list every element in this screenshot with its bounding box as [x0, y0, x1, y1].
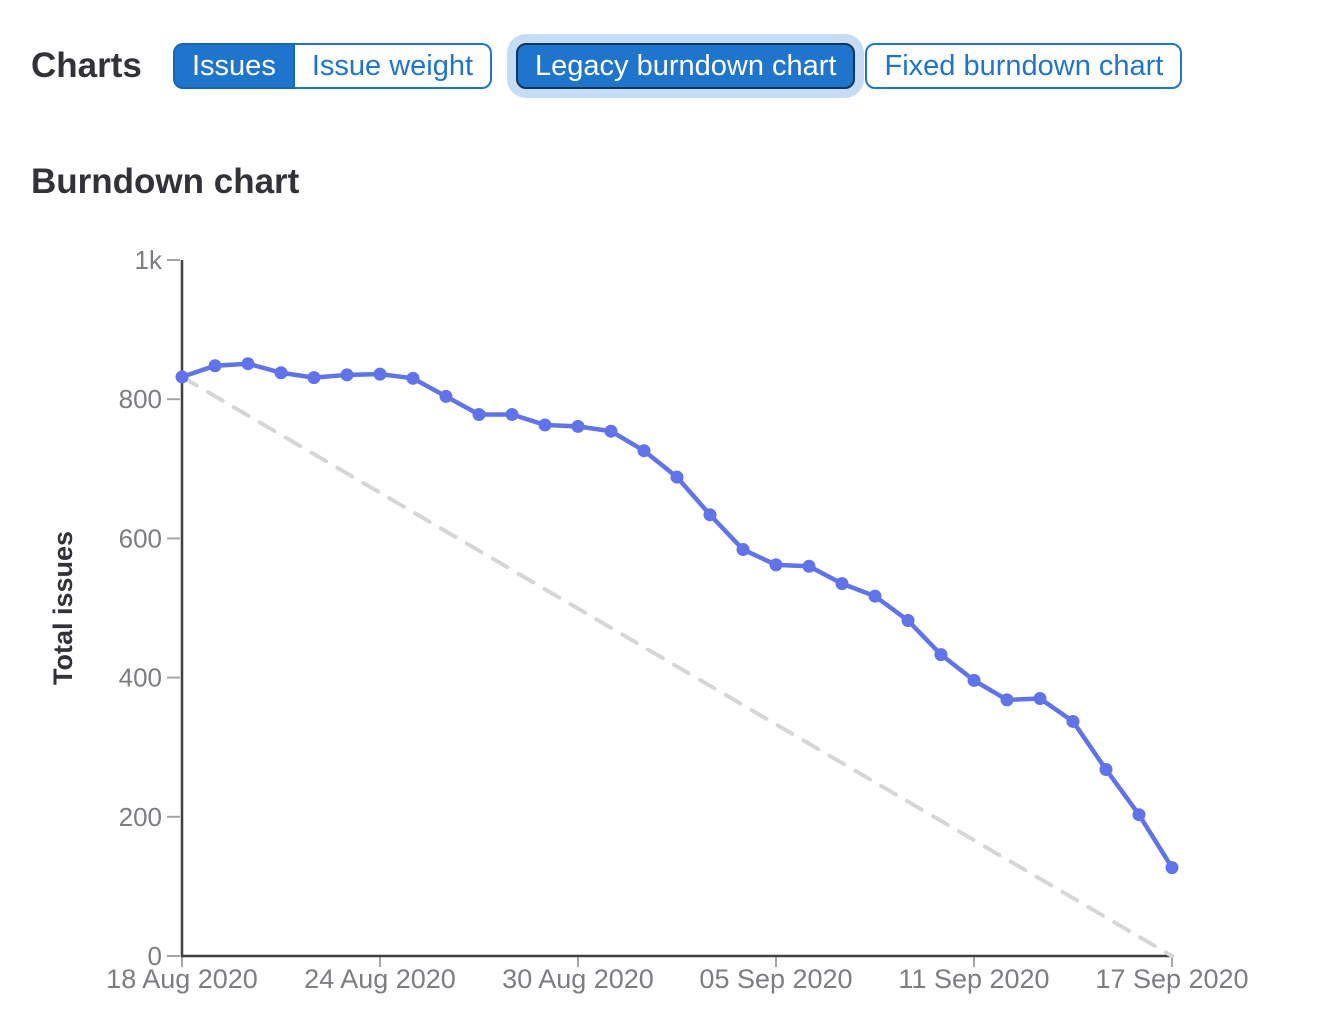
data-point[interactable] — [1165, 861, 1179, 875]
data-point[interactable] — [868, 589, 882, 603]
data-point[interactable] — [901, 614, 915, 628]
issue-weight-button[interactable]: Issue weight — [294, 43, 493, 89]
data-point[interactable] — [373, 367, 387, 381]
data-point[interactable] — [406, 371, 420, 385]
data-point[interactable] — [571, 419, 585, 433]
data-point[interactable] — [1099, 762, 1113, 776]
data-point[interactable] — [307, 371, 321, 385]
y-tick-label: 600 — [119, 523, 162, 553]
data-point[interactable] — [472, 408, 486, 422]
data-point[interactable] — [703, 508, 717, 522]
x-tick-label: 18 Aug 2020 — [106, 964, 258, 994]
y-tick-label: 400 — [119, 663, 162, 693]
data-point[interactable] — [1000, 693, 1014, 707]
data-point[interactable] — [175, 370, 189, 384]
ideal-guideline — [180, 374, 1174, 958]
chart-type-toggle-group: Legacy burndown chart Fixed burndown char… — [516, 43, 1183, 89]
data-point[interactable] — [274, 366, 288, 380]
data-point[interactable] — [208, 359, 222, 373]
burndown-chart-svg[interactable]: Total issues 1k 800 600 400 200 018 Aug 2020 24… — [0, 230, 1326, 1028]
burndown-line — [179, 361, 1175, 870]
x-tick-label: 17 Sep 2020 — [1095, 964, 1248, 994]
data-point[interactable] — [1066, 714, 1080, 728]
charts-heading: Charts — [31, 46, 142, 85]
burndown-chart[interactable]: Total issues 1k 800 600 400 200 0 18 Aug 2020 24… — [0, 230, 1326, 1028]
data-point[interactable] — [934, 648, 948, 662]
data-point[interactable] — [538, 418, 552, 432]
y-tick-label: 800 — [119, 384, 162, 414]
x-tick-label: 24 Aug 2020 — [304, 964, 456, 994]
data-point[interactable] — [505, 408, 519, 422]
y-axis-title: Total issues — [48, 531, 78, 685]
data-point[interactable] — [670, 470, 684, 484]
section-title: Burndown chart — [31, 162, 300, 201]
data-point[interactable] — [241, 357, 255, 371]
metric-toggle-group: Issues Issue weight — [173, 43, 493, 89]
fixed-burndown-chart-button[interactable]: Fixed burndown chart — [865, 43, 1183, 89]
issues-button[interactable]: Issues — [173, 43, 295, 89]
x-tick-label: 11 Sep 2020 — [898, 964, 1049, 994]
y-tick-label: 0 — [148, 941, 162, 971]
legacy-burndown-chart-button[interactable]: Legacy burndown chart — [516, 43, 856, 89]
data-point[interactable] — [637, 444, 651, 458]
data-point[interactable] — [802, 559, 816, 573]
y-tick-label: 200 — [119, 802, 162, 832]
x-tick-label: 30 Aug 2020 — [502, 964, 654, 994]
data-point[interactable] — [1033, 691, 1047, 705]
data-point[interactable] — [769, 558, 783, 572]
x-tick-label: 05 Sep 2020 — [699, 964, 852, 994]
data-point[interactable] — [1132, 808, 1146, 822]
data-point[interactable] — [439, 389, 453, 403]
data-point[interactable] — [835, 577, 849, 591]
data-point[interactable] — [736, 543, 750, 557]
data-point[interactable] — [967, 673, 981, 687]
y-tick-label: 1k — [135, 245, 163, 275]
data-point[interactable] — [604, 424, 618, 438]
data-point[interactable] — [340, 368, 354, 382]
